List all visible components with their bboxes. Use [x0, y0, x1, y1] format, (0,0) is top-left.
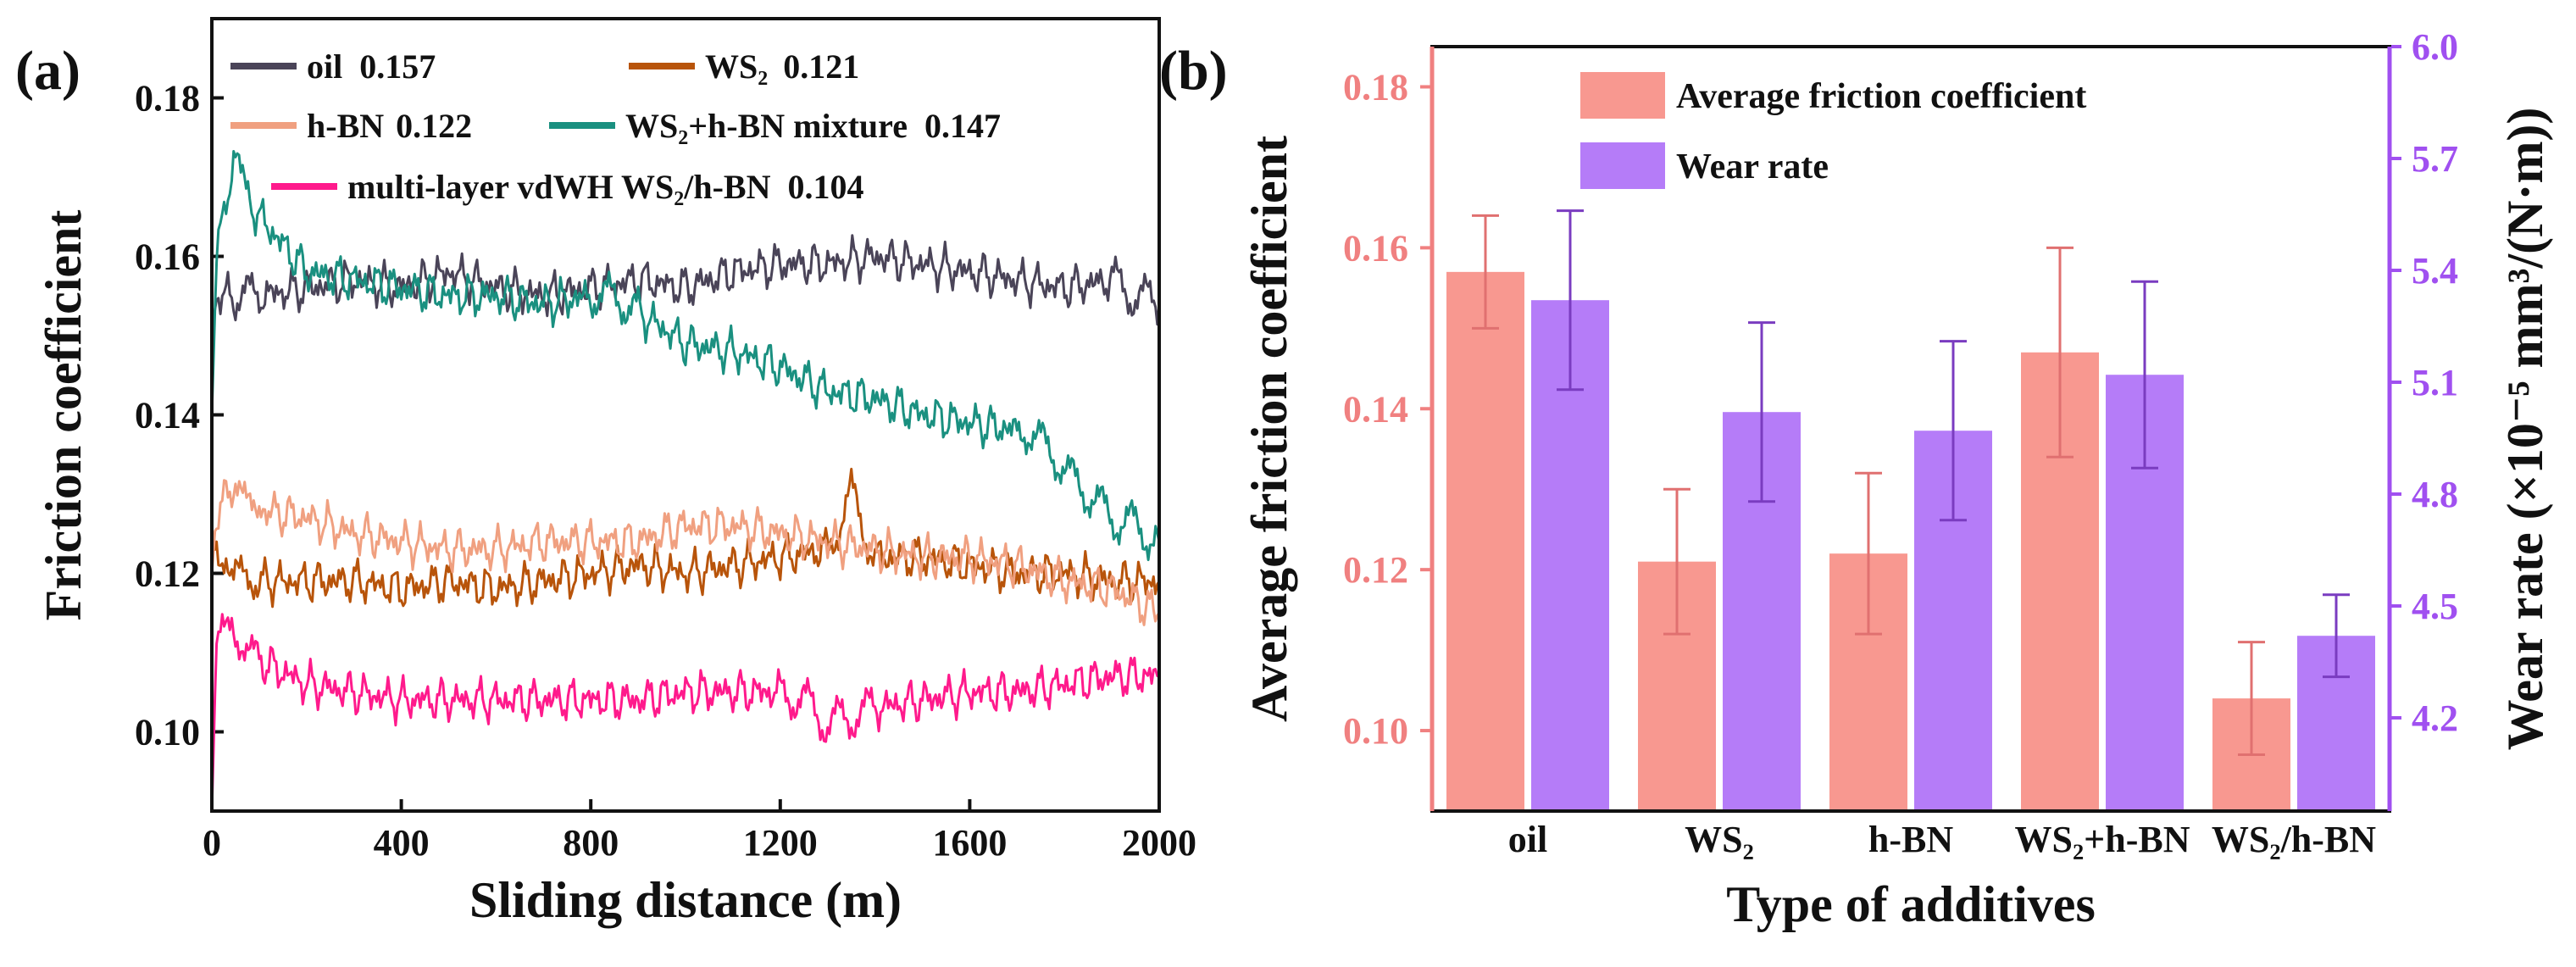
legend-name-oil: oil — [307, 47, 342, 86]
legend-label-vdwh: multi-layer vdWH WS₂/h-BN 0.104 — [347, 168, 863, 206]
error-bar-average-friction-coefficient-h-bn — [1855, 471, 1882, 636]
legend-label-oil: oil 0.157 — [307, 47, 436, 86]
b-category-label-ws: WS₂ — [1685, 819, 1754, 860]
panel-b-legend: Average friction coefficient Wear rate — [1580, 72, 2086, 189]
panel-b-label: (b) — [1159, 40, 1228, 102]
bar-average-friction-coefficient-oil — [1446, 271, 1524, 811]
legend-name-mixture: WS₂+h-BN mixture — [625, 107, 908, 145]
error-bar-average-friction-coefficient-ws-h-bn — [2238, 641, 2265, 757]
b-left-tick-label-4: 0.18 — [1343, 66, 1408, 108]
series-line-oil — [210, 234, 1161, 336]
a-y-tick-label-1: 0.12 — [135, 553, 200, 595]
b-right-tick-label-5: 5.7 — [2412, 138, 2458, 180]
legend-label-friction: Average friction coefficient — [1676, 77, 2086, 116]
a-y-tick-label-4: 0.18 — [135, 78, 200, 119]
error-bar-average-friction-coefficient-ws — [1663, 487, 1690, 636]
legend-label-hbn: h-BN 0.122 — [307, 107, 472, 145]
error-bar-wear-rate-h-bn — [1940, 340, 1967, 522]
error-bar-wear-rate-ws — [1748, 321, 1775, 503]
b-category-label-ws-h-bn: WS₂/h-BN — [2212, 819, 2376, 860]
error-bar-wear-rate-ws-h-bn — [2323, 593, 2350, 679]
b-category-label-oil: oil — [1508, 819, 1547, 860]
b-right-tick-label-0: 4.2 — [2412, 697, 2458, 739]
panel-b-x-axis-label: Type of additives — [1726, 876, 2096, 932]
panel-a-plot-frame — [210, 17, 1161, 813]
a-x-tick-label-2: 800 — [563, 822, 619, 864]
series-line-ws-h-bn-mixture — [210, 150, 1161, 562]
panel-b-bars — [1446, 209, 2375, 811]
legend-label-mixture: WS₂+h-BN mixture 0.147 — [625, 107, 1001, 145]
a-y-tick-label-2: 0.14 — [135, 395, 200, 436]
series-line-ws — [210, 467, 1161, 609]
b-right-tick-label-1: 4.5 — [2412, 586, 2458, 627]
a-y-tick-label-0: 0.10 — [135, 712, 200, 753]
legend-swatch-wear — [1580, 142, 1665, 189]
series-line-h-bn — [210, 479, 1161, 626]
legend-value-mixture: 0.147 — [924, 107, 1001, 145]
a-x-tick-label-4: 1600 — [932, 822, 1007, 864]
legend-name-ws2: WS₂ — [705, 47, 768, 86]
panel-b-right-y-axis-label: Wear rate (×10⁻⁵ mm³/(N·m)) — [2497, 108, 2553, 751]
panel-a-series-lines — [210, 150, 1161, 812]
legend-value-hbn: 0.122 — [396, 107, 472, 145]
error-bar-wear-rate-ws-h-bn — [2131, 280, 2158, 470]
b-category-label-ws-h-bn: WS₂+h-BN — [2015, 819, 2190, 860]
panel-a-label: (a) — [15, 40, 80, 102]
b-right-tick-label-3: 5.1 — [2412, 362, 2458, 403]
series-line-multi-layer-vdwh-ws-h-bn — [210, 613, 1160, 812]
panel-a-y-axis-label: Friction coefficient — [36, 210, 92, 621]
error-bar-wear-rate-oil — [1557, 209, 1584, 392]
a-x-tick-label-3: 1200 — [743, 822, 818, 864]
legend-swatch-friction — [1580, 72, 1665, 119]
b-right-tick-label-4: 5.4 — [2412, 250, 2458, 292]
b-category-label-h-bn: h-BN — [1868, 819, 1953, 860]
a-x-tick-label-0: 0 — [203, 822, 221, 864]
legend-value-ws2: 0.121 — [783, 47, 859, 86]
b-right-tick-label-2: 4.8 — [2412, 474, 2458, 515]
a-y-tick-label-3: 0.16 — [135, 236, 200, 278]
legend-name-hbn: h-BN — [307, 107, 384, 145]
error-bar-average-friction-coefficient-ws-h-bn — [2046, 246, 2074, 458]
a-x-tick-label-5: 2000 — [1122, 822, 1196, 864]
b-left-tick-label-2: 0.14 — [1343, 388, 1408, 430]
error-bar-average-friction-coefficient-oil — [1472, 214, 1499, 330]
panel-a-x-axis-label: Sliding distance (m) — [469, 872, 902, 928]
legend-value-vdwh: 0.104 — [787, 168, 863, 206]
legend-name-vdwh: multi-layer vdWH WS₂/h-BN — [347, 168, 771, 206]
b-right-tick-label-6: 6.0 — [2412, 26, 2458, 68]
panel-b-ticks: 0.10 0.12 0.14 0.16 0.18 4.2 4.5 4.8 5.1 5.4 5.7 6.… — [1343, 26, 2458, 860]
panel-a-legend: oil 0.157 WS₂ 0.121 h-BN 0.122 WS₂+h-BN mix… — [230, 47, 1001, 206]
b-left-tick-label-0: 0.10 — [1343, 710, 1408, 752]
b-left-tick-label-1: 0.12 — [1343, 549, 1408, 591]
legend-label-wear: Wear rate — [1676, 147, 1829, 186]
panel-b: (b) 0.10 0.12 0.14 0.16 0.18 4.2 4.5 4.8 5.1 5.4 5… — [1159, 26, 2553, 932]
a-x-tick-label-1: 400 — [374, 822, 430, 864]
b-left-tick-label-3: 0.16 — [1343, 227, 1408, 269]
legend-label-ws2: WS₂ 0.121 — [705, 47, 859, 86]
panel-a: (a) 0 400 800 1200 1600 2000 0.10 0.12 0.14 0.16 0… — [15, 17, 1196, 928]
panel-b-left-y-axis-label: Average friction coefficient — [1241, 136, 1297, 722]
legend-value-oil: 0.157 — [359, 47, 436, 86]
